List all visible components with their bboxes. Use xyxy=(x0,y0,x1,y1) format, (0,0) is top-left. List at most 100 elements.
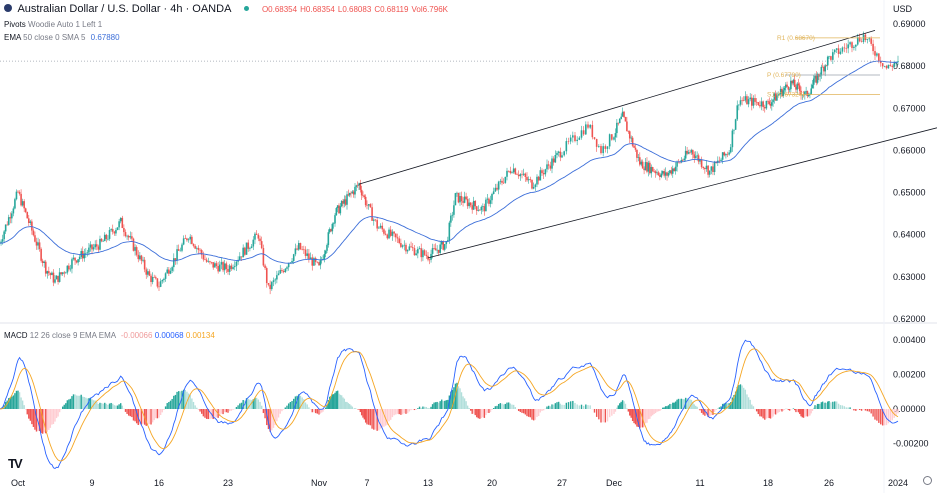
candle-body xyxy=(14,199,16,209)
macd-hist-bar xyxy=(359,409,362,413)
macd-hist-bar xyxy=(663,407,665,409)
candle-body xyxy=(12,208,15,214)
macd-hist-bar xyxy=(442,401,444,409)
candle-body xyxy=(189,236,192,240)
candle-body xyxy=(343,199,346,204)
candle xyxy=(177,244,180,251)
macd-hist-bar xyxy=(526,409,528,417)
candle-body xyxy=(795,86,797,90)
candle-body xyxy=(269,284,271,290)
macd-hist-bar xyxy=(347,403,350,409)
macd-hist-bar xyxy=(827,401,829,409)
candle xyxy=(340,200,343,208)
macd-hist-bar xyxy=(715,409,717,411)
macd-hist-bar xyxy=(462,396,464,409)
candle xyxy=(587,121,589,130)
candle-body xyxy=(837,48,840,54)
date-tick-label: 27 xyxy=(557,478,567,488)
candle xyxy=(15,189,18,201)
candle xyxy=(611,133,613,141)
candle-body xyxy=(772,99,774,103)
candle xyxy=(92,243,95,252)
candle xyxy=(606,146,609,154)
tradingview-logo-icon[interactable]: TV xyxy=(8,456,23,471)
macd-hist-bar xyxy=(189,394,191,409)
candle-body xyxy=(720,159,722,162)
candle xyxy=(450,212,452,227)
candle xyxy=(677,159,680,164)
candle xyxy=(423,249,426,256)
candle xyxy=(51,271,53,276)
macd-hist-bar xyxy=(537,409,540,417)
candle-body xyxy=(554,154,557,163)
candle-body xyxy=(521,174,523,175)
candle-body xyxy=(492,191,495,195)
candle xyxy=(739,96,742,107)
macd-hist-bar xyxy=(559,403,562,409)
macd-hist-bar xyxy=(102,403,104,409)
macd-hist-bar xyxy=(563,404,565,409)
candle-body xyxy=(436,249,438,251)
candle xyxy=(772,99,774,107)
candle xyxy=(204,255,206,261)
candle xyxy=(227,264,229,275)
candle-body xyxy=(806,91,809,97)
ema-legend[interactable]: EMA 50 close 0 SMA 5 0.67880 xyxy=(4,33,120,42)
macd-hist-bar xyxy=(805,409,807,416)
macd-hist-bar xyxy=(664,406,667,409)
price-tick-label: 0.64000 xyxy=(893,230,926,240)
macd-hist-bar xyxy=(880,409,882,425)
macd-hist-bar xyxy=(434,402,437,409)
candle-body xyxy=(367,204,370,206)
macd-hist-bar xyxy=(181,390,183,409)
macd-legend[interactable]: MACD 12 26 close 9 EMA EMA -0.00066 0.00… xyxy=(4,331,215,340)
candle xyxy=(521,170,523,179)
macd-hist-bar xyxy=(15,390,18,409)
currency-label[interactable]: USD xyxy=(893,4,913,14)
candle xyxy=(184,234,187,239)
ema-line xyxy=(0,60,899,264)
settings-gear-icon[interactable] xyxy=(923,476,932,485)
candle xyxy=(228,263,231,276)
pivots-legend[interactable]: Pivots Woodie Auto 1 Left 1 xyxy=(4,20,102,29)
macd-hist-bar xyxy=(294,396,297,409)
candle-body xyxy=(480,206,483,211)
candle-body xyxy=(153,276,156,278)
macd-hist-bar xyxy=(66,400,69,409)
candle xyxy=(489,195,492,208)
macd-hist-bar xyxy=(308,407,310,409)
macd-hist-bar xyxy=(235,406,238,409)
macd-hist-bar xyxy=(847,407,849,409)
macd-hist-bar xyxy=(378,409,380,431)
candle xyxy=(643,166,645,175)
macd-hist-bar xyxy=(129,409,131,417)
candle xyxy=(233,261,236,271)
candle xyxy=(35,237,38,250)
macd-hist-bar xyxy=(390,409,392,420)
macd-hist-bar xyxy=(199,409,201,412)
candle-body xyxy=(734,119,737,130)
candle-body xyxy=(179,250,182,252)
candle-body xyxy=(15,191,18,200)
candle-body xyxy=(779,88,782,95)
candle xyxy=(883,65,886,68)
macd-hist-bar xyxy=(793,409,796,411)
macd-hist-bar xyxy=(670,404,673,409)
symbol-title[interactable]: Australian Dollar / U.S. Dollar · 4h · O… xyxy=(17,3,231,15)
macd-hist-bar xyxy=(277,409,280,418)
candle-body xyxy=(499,180,502,182)
candle-body xyxy=(776,95,778,101)
candle xyxy=(811,80,814,89)
macd-hist-bar xyxy=(807,409,810,417)
macd-hist-bar xyxy=(430,406,432,409)
candle-body xyxy=(835,48,838,50)
candle-body xyxy=(763,107,766,109)
candle-body xyxy=(344,199,347,205)
candle-body xyxy=(423,250,426,255)
candle xyxy=(494,183,497,193)
macd-hist-bar xyxy=(866,409,869,412)
macd-hist-bar xyxy=(259,401,261,409)
candle-body xyxy=(787,86,790,90)
candle-body xyxy=(613,137,615,140)
